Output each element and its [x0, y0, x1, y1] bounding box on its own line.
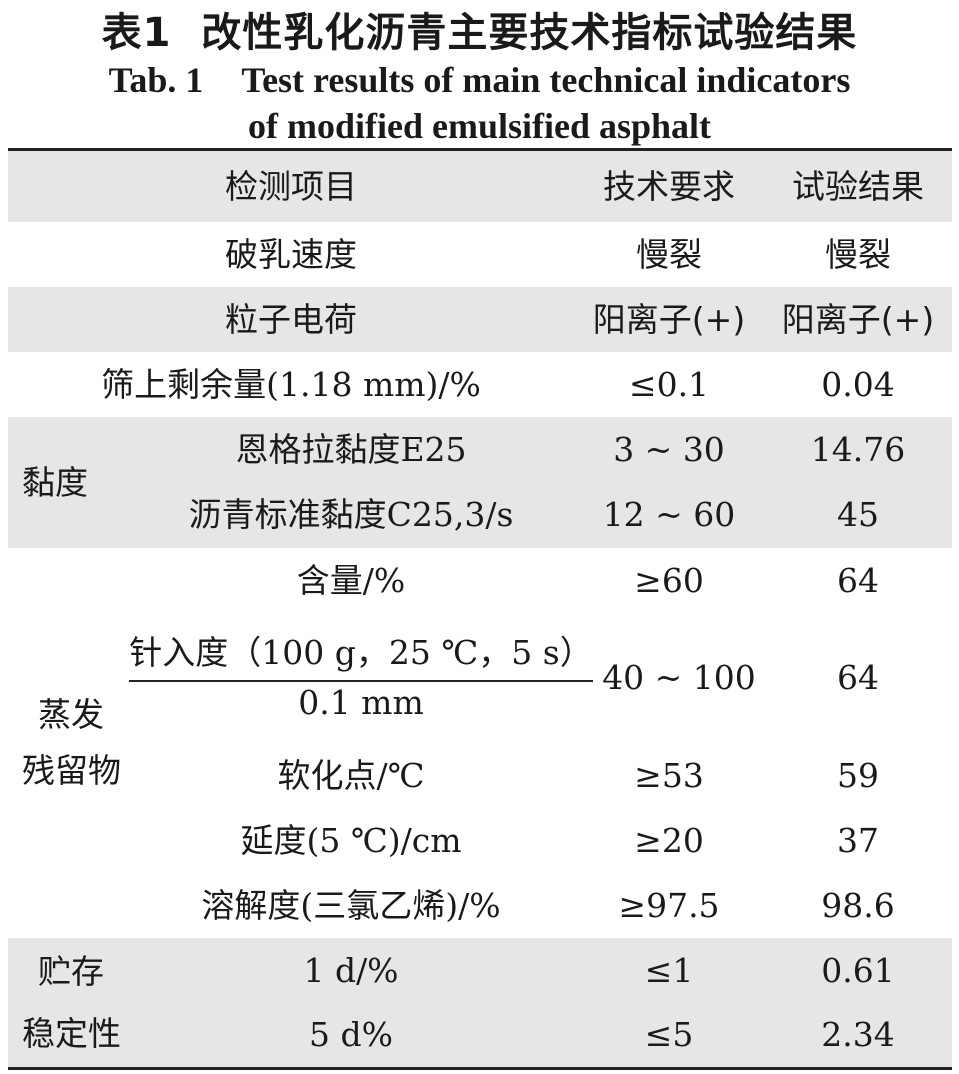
row-softening-result: 59: [837, 755, 879, 795]
table-bottom-rule: [8, 1067, 952, 1070]
row-storage-5d-item: 5 d%: [309, 1015, 393, 1054]
row-penetration-requirement: 40 ~ 100: [602, 658, 756, 697]
row-breaking-result: 慢裂: [825, 234, 891, 274]
row-charge-result: 阳离子(+): [781, 299, 935, 339]
row-content-item: 含量/%: [296, 560, 406, 600]
header-item: 检测项目: [225, 166, 357, 206]
band-charge: [8, 287, 952, 352]
row-standard-viscosity-requirement: 12 ~ 60: [602, 495, 736, 534]
row-solubility-requirement: ≥97.5: [618, 885, 720, 925]
group-viscosity: 黏度: [22, 462, 88, 502]
row-charge-item: 粒子电荷: [225, 299, 357, 339]
row-ductility-result: 37: [837, 820, 879, 860]
table-number-cn: 表1: [101, 10, 172, 56]
table-caption-cn: 改性乳化沥青主要技术指标试验结果: [201, 10, 858, 56]
penetration-numerator: 针入度（100 g，25 ℃，5 s）: [129, 634, 593, 682]
table-top-rule: [8, 148, 952, 151]
header-result: 试验结果: [792, 166, 924, 206]
row-storage-1d-result: 0.61: [821, 950, 895, 990]
band-viscosity: [8, 417, 952, 548]
row-penetration-item: 针入度（100 g，25 ℃，5 s） 0.1 mm: [128, 613, 594, 743]
row-softening-item: 软化点/℃: [277, 755, 425, 795]
row-softening-requirement: ≥53: [634, 755, 704, 795]
group-storage: 贮存 稳定性: [8, 938, 142, 1067]
row-content-result: 64: [837, 560, 879, 600]
row-engler-result: 14.76: [810, 429, 906, 469]
group-residue: 蒸发 残留物: [8, 548, 142, 938]
row-solubility-result: 98.6: [821, 885, 895, 925]
penetration-denominator: 0.1 mm: [298, 683, 424, 722]
row-ductility-item: 延度(5 ℃)/cm: [240, 820, 462, 860]
row-storage-1d-requirement: ≤1: [644, 950, 694, 990]
row-breaking-item: 破乳速度: [225, 234, 357, 274]
header-requirement: 技术要求: [603, 166, 735, 206]
group-residue-line1: 蒸发: [38, 695, 104, 734]
row-standard-viscosity-result: 45: [837, 495, 879, 534]
group-storage-line2: 稳定性: [22, 1013, 121, 1053]
table-title-en-line2: of modified emulsified asphalt: [247, 106, 712, 146]
row-engler-item: 恩格拉黏度E25: [235, 429, 467, 469]
row-content-requirement: ≥60: [634, 560, 704, 600]
row-ductility-requirement: ≥20: [634, 820, 704, 860]
row-storage-1d-item: 1 d/%: [303, 950, 399, 990]
group-storage-line1: 贮存: [38, 951, 104, 991]
row-penetration-result: 64: [837, 658, 879, 697]
row-sieve-item: 筛上剩余量(1.18 mm)/%: [101, 364, 481, 404]
row-engler-requirement: 3 ~ 30: [613, 429, 725, 469]
table-caption-en-1: Test results of main technical indicator…: [241, 60, 851, 100]
row-storage-5d-requirement: ≤5: [644, 1015, 694, 1054]
row-sieve-result: 0.04: [821, 364, 895, 404]
header-band: [8, 151, 952, 222]
row-solubility-item: 溶解度(三氯乙烯)/%: [201, 885, 501, 925]
row-sieve-requirement: ≤0.1: [628, 364, 710, 404]
group-residue-line2: 残留物: [22, 751, 121, 790]
row-charge-requirement: 阳离子(+): [592, 299, 746, 339]
band-storage: [8, 938, 952, 1067]
table-title-cn: 表1 改性乳化沥青主要技术指标试验结果: [0, 8, 959, 58]
row-storage-5d-result: 2.34: [821, 1015, 895, 1054]
table-number-en: Tab. 1: [108, 60, 204, 100]
row-standard-viscosity-item: 沥青标准黏度C25,3/s: [188, 495, 514, 534]
row-breaking-requirement: 慢裂: [636, 234, 702, 274]
table-title-en-line1: Tab. 1 Test results of main technical ind…: [0, 58, 959, 102]
